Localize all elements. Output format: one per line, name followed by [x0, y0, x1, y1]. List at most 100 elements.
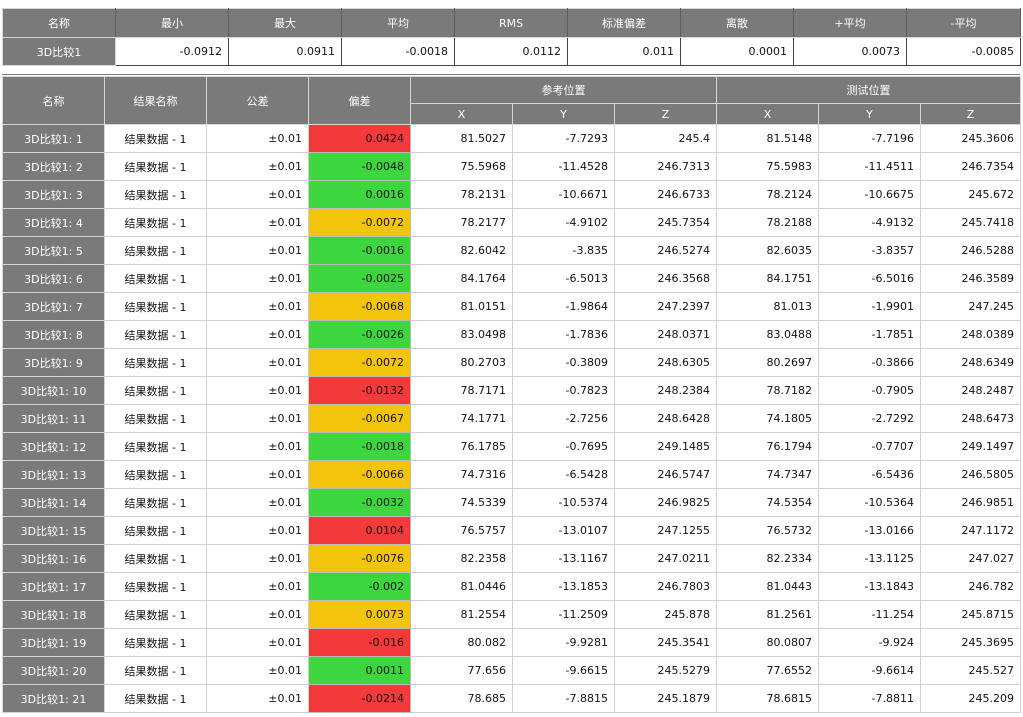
measured-z-cell: 249.1497	[920, 432, 1021, 461]
summary-stddev-value: 0.011	[567, 37, 681, 66]
detail-header-deviation[interactable]: 偏差	[308, 76, 411, 125]
table-row[interactable]: 3D比较1: 14 结果数据 - 1 ±0.01 -0.0032 74.5339 -10.…	[2, 488, 1021, 517]
measured-x-cell: 78.7182	[716, 376, 819, 405]
table-row[interactable]: 3D比较1: 2 结果数据 - 1 ±0.01 -0.0048 75.5968 -11.4…	[2, 152, 1021, 181]
detail-header-result-name[interactable]: 结果名称	[104, 76, 207, 125]
summary-row[interactable]: 3D比较1 -0.0912 0.0911 -0.0018 0.0112 0.01…	[2, 37, 1021, 66]
detail-header-ref-y[interactable]: Y	[512, 103, 615, 125]
table-row[interactable]: 3D比较1: 8 结果数据 - 1 ±0.01 -0.0026 83.0498 -1.78…	[2, 320, 1021, 349]
tolerance-cell: ±0.01	[206, 320, 309, 349]
summary-header-name[interactable]: 名称	[2, 8, 116, 38]
measured-x-cell: 78.2188	[716, 208, 819, 237]
table-row[interactable]: 3D比较1: 5 结果数据 - 1 ±0.01 -0.0016 82.6042 -3.83…	[2, 236, 1021, 265]
table-row[interactable]: 3D比较1: 9 结果数据 - 1 ±0.01 -0.0072 80.2703 -0.38…	[2, 348, 1021, 377]
summary-header-minus-mean[interactable]: -平均	[906, 8, 1021, 38]
table-row[interactable]: 3D比较1: 19 结果数据 - 1 ±0.01 -0.016 80.082 -9.928…	[2, 628, 1021, 657]
reference-z-cell: 248.2384	[614, 376, 717, 405]
reference-y-cell: -9.9281	[512, 628, 615, 657]
table-row[interactable]: 3D比较1: 18 结果数据 - 1 ±0.01 0.0073 81.2554 -11.2…	[2, 600, 1021, 629]
detail-header-meas-x[interactable]: X	[716, 103, 819, 125]
reference-z-cell: 248.6428	[614, 404, 717, 433]
point-name-cell: 3D比较1: 6	[2, 264, 105, 293]
measured-z-cell: 246.5805	[920, 460, 1021, 489]
measured-z-cell: 246.782	[920, 572, 1021, 601]
measured-x-cell: 75.5983	[716, 152, 819, 181]
summary-max-value: 0.0911	[228, 37, 342, 66]
table-row[interactable]: 3D比较1: 20 结果数据 - 1 ±0.01 0.0011 77.656 -9.661…	[2, 656, 1021, 685]
measured-x-cell: 81.5148	[716, 124, 819, 153]
reference-x-cell: 77.656	[410, 656, 513, 685]
result-name-cell: 结果数据 - 1	[104, 656, 207, 685]
summary-header-plus-mean[interactable]: +平均	[793, 8, 907, 38]
measured-x-cell: 77.6552	[716, 656, 819, 685]
reference-z-cell: 249.1485	[614, 432, 717, 461]
deviation-cell: 0.0016	[308, 180, 411, 209]
tolerance-cell: ±0.01	[206, 236, 309, 265]
deviation-cell: -0.0076	[308, 544, 411, 573]
reference-y-cell: -9.6615	[512, 656, 615, 685]
table-row[interactable]: 3D比较1: 12 结果数据 - 1 ±0.01 -0.0018 76.1785 -0.7…	[2, 432, 1021, 461]
result-name-cell: 结果数据 - 1	[104, 376, 207, 405]
reference-y-cell: -11.4528	[512, 152, 615, 181]
table-row[interactable]: 3D比较1: 3 结果数据 - 1 ±0.01 0.0016 78.2131 -10.66…	[2, 180, 1021, 209]
measured-x-cell: 81.0443	[716, 572, 819, 601]
tolerance-cell: ±0.01	[206, 348, 309, 377]
table-row[interactable]: 3D比较1: 10 结果数据 - 1 ±0.01 -0.0132 78.7171 -0.7…	[2, 376, 1021, 405]
measured-z-cell: 245.527	[920, 656, 1021, 685]
table-row[interactable]: 3D比较1: 1 结果数据 - 1 ±0.01 0.0424 81.5027 -7.729…	[2, 124, 1021, 153]
detail-header-name[interactable]: 名称	[2, 76, 105, 125]
point-name-cell: 3D比较1: 3	[2, 180, 105, 209]
table-row[interactable]: 3D比较1: 16 结果数据 - 1 ±0.01 -0.0076 82.2358 -13.…	[2, 544, 1021, 573]
summary-header-min[interactable]: 最小	[115, 8, 229, 38]
detail-header-ref-x[interactable]: X	[410, 103, 513, 125]
table-row[interactable]: 3D比较1: 7 结果数据 - 1 ±0.01 -0.0068 81.0151 -1.98…	[2, 292, 1021, 321]
summary-min-value: -0.0912	[115, 37, 229, 66]
reference-y-cell: -13.1167	[512, 544, 615, 573]
summary-header-mean[interactable]: 平均	[341, 8, 455, 38]
table-row[interactable]: 3D比较1: 21 结果数据 - 1 ±0.01 -0.0214 78.685 -7.88…	[2, 684, 1021, 713]
tolerance-cell: ±0.01	[206, 460, 309, 489]
deviation-cell: -0.0032	[308, 488, 411, 517]
summary-header-stddev[interactable]: 标准偏差	[567, 8, 681, 38]
detail-header-measured-position[interactable]: 测试位置	[716, 76, 1021, 104]
point-name-cell: 3D比较1: 19	[2, 628, 105, 657]
detail-table: 名称 结果名称 公差 偏差 参考位置 测试位置 X Y Z X Y Z 3D比较…	[2, 76, 1021, 713]
measured-z-cell: 245.8715	[920, 600, 1021, 629]
reference-x-cell: 82.2358	[410, 544, 513, 573]
detail-header-meas-y[interactable]: Y	[818, 103, 921, 125]
table-row[interactable]: 3D比较1: 17 结果数据 - 1 ±0.01 -0.002 81.0446 -13.1…	[2, 572, 1021, 601]
section-divider	[2, 66, 1020, 75]
point-name-cell: 3D比较1: 9	[2, 348, 105, 377]
table-row[interactable]: 3D比较1: 11 结果数据 - 1 ±0.01 -0.0067 74.1771 -2.7…	[2, 404, 1021, 433]
measured-z-cell: 245.3606	[920, 124, 1021, 153]
detail-header-reference-position[interactable]: 参考位置	[410, 76, 717, 104]
summary-header-dispersion[interactable]: 离散	[680, 8, 794, 38]
table-row[interactable]: 3D比较1: 6 结果数据 - 1 ±0.01 -0.0025 84.1764 -6.50…	[2, 264, 1021, 293]
summary-header-rms[interactable]: RMS	[454, 8, 568, 38]
point-name-cell: 3D比较1: 18	[2, 600, 105, 629]
result-name-cell: 结果数据 - 1	[104, 460, 207, 489]
summary-header-max[interactable]: 最大	[228, 8, 342, 38]
reference-z-cell: 245.878	[614, 600, 717, 629]
detail-header-tolerance[interactable]: 公差	[206, 76, 309, 125]
result-name-cell: 结果数据 - 1	[104, 600, 207, 629]
table-row[interactable]: 3D比较1: 4 结果数据 - 1 ±0.01 -0.0072 78.2177 -4.91…	[2, 208, 1021, 237]
measured-z-cell: 246.3589	[920, 264, 1021, 293]
reference-x-cell: 84.1764	[410, 264, 513, 293]
reference-x-cell: 76.5757	[410, 516, 513, 545]
result-name-cell: 结果数据 - 1	[104, 684, 207, 713]
measured-y-cell: -7.8811	[818, 684, 921, 713]
table-row[interactable]: 3D比较1: 15 结果数据 - 1 ±0.01 0.0104 76.5757 -13.0…	[2, 516, 1021, 545]
table-row[interactable]: 3D比较1: 13 结果数据 - 1 ±0.01 -0.0066 74.7316 -6.5…	[2, 460, 1021, 489]
deviation-cell: 0.0424	[308, 124, 411, 153]
deviation-cell: -0.0018	[308, 432, 411, 461]
result-name-cell: 结果数据 - 1	[104, 124, 207, 153]
detail-header-meas-z[interactable]: Z	[920, 103, 1021, 125]
point-name-cell: 3D比较1: 11	[2, 404, 105, 433]
detail-header-ref-z[interactable]: Z	[614, 103, 717, 125]
measured-x-cell: 74.7347	[716, 460, 819, 489]
reference-z-cell: 246.5274	[614, 236, 717, 265]
deviation-cell: -0.0214	[308, 684, 411, 713]
point-name-cell: 3D比较1: 21	[2, 684, 105, 713]
reference-z-cell: 247.0211	[614, 544, 717, 573]
